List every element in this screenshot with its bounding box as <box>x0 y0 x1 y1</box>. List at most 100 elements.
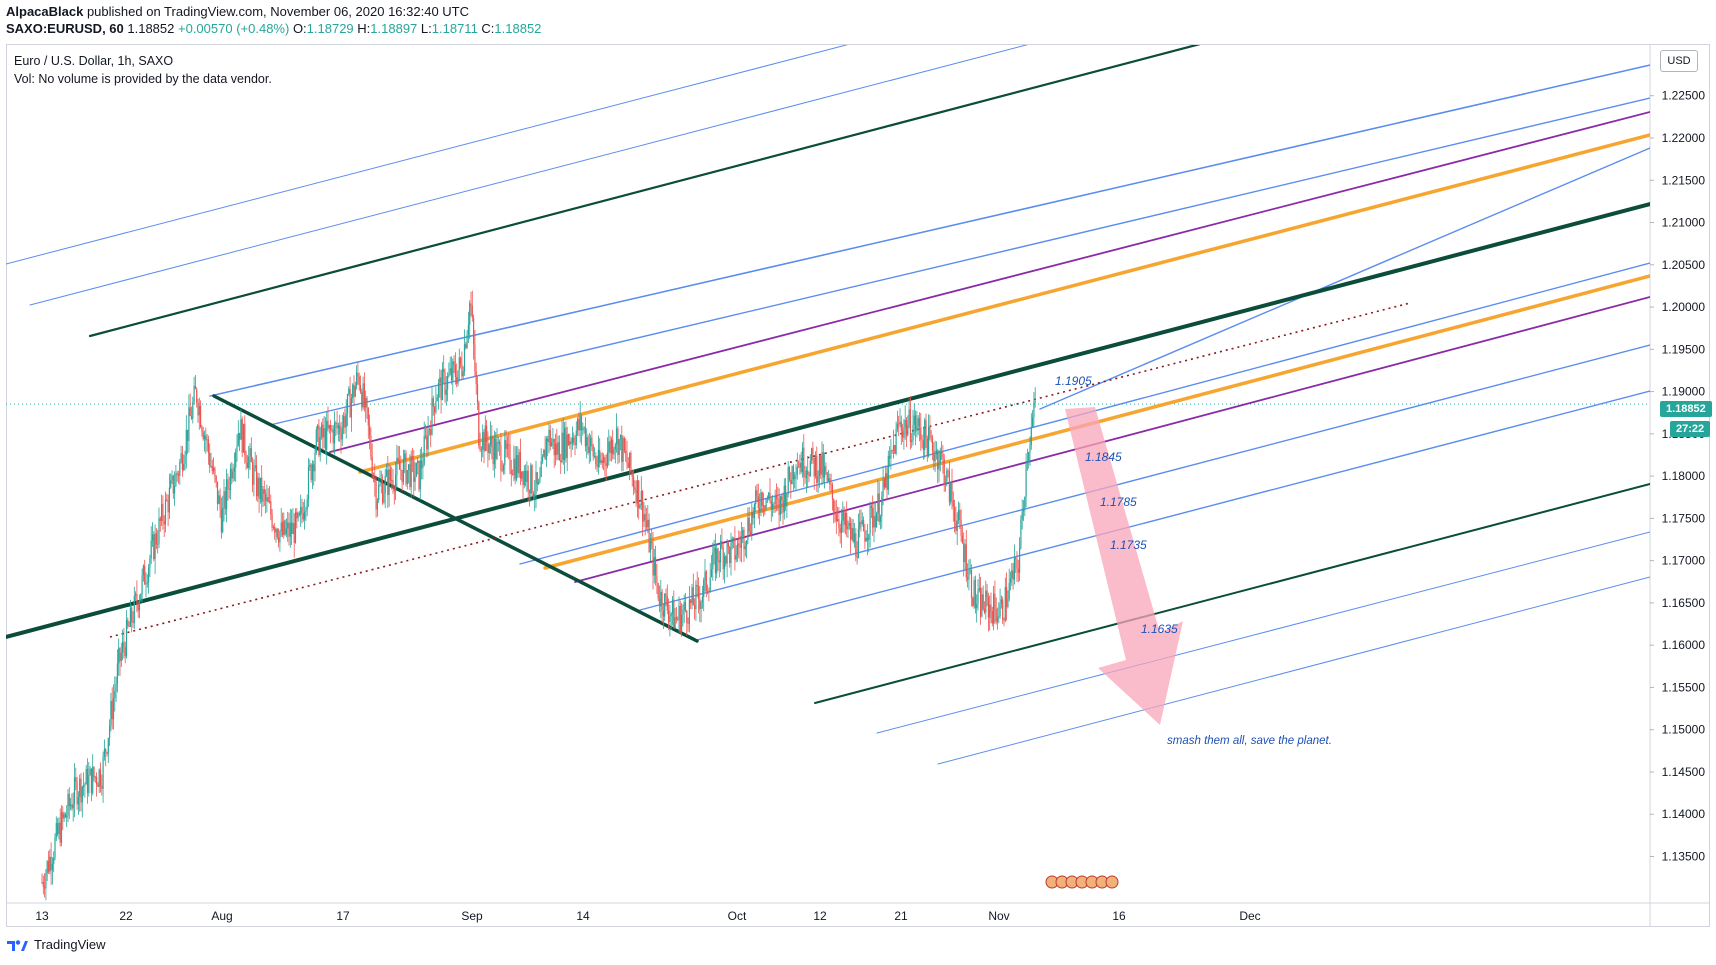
candle-body <box>792 466 794 480</box>
y-tick-label: 1.22000 <box>1662 131 1706 145</box>
candle-body <box>206 439 208 441</box>
candle-body <box>428 429 430 431</box>
candle-body <box>371 456 373 476</box>
candle-body <box>804 476 806 478</box>
y-tick-label: 1.17500 <box>1662 511 1706 525</box>
candle-body <box>71 804 73 809</box>
candle-body <box>565 427 567 458</box>
candle-body <box>393 488 395 492</box>
candle-body <box>717 548 719 561</box>
candle-body <box>605 463 607 467</box>
candle-body <box>694 605 696 610</box>
candle-body <box>131 607 133 623</box>
candle-body <box>859 522 861 529</box>
candle-body <box>54 837 56 858</box>
candle-body <box>591 437 593 446</box>
x-tick-label: 16 <box>1112 909 1126 923</box>
candle-body <box>198 405 200 416</box>
candle-body <box>183 463 185 470</box>
candle-body <box>934 454 936 462</box>
candle-body <box>460 357 462 365</box>
candle-body <box>660 591 662 607</box>
candle-body <box>190 415 193 419</box>
candle-body <box>241 419 243 453</box>
candle-body <box>978 587 980 591</box>
candle-body <box>918 418 921 428</box>
x-tick-label: Dec <box>1239 909 1260 923</box>
footer-brand[interactable]: TradingView <box>34 937 106 952</box>
candle-body <box>830 484 832 486</box>
candle-body <box>539 477 541 482</box>
candle-body <box>140 593 142 601</box>
candle-body <box>947 470 949 472</box>
candle-body <box>426 435 428 450</box>
channel-line <box>209 64 1650 397</box>
candle-body <box>554 443 557 456</box>
candle-body <box>188 407 190 442</box>
candle-body <box>883 479 885 488</box>
candle-body <box>566 434 568 458</box>
candle-body <box>631 471 633 477</box>
candle-body <box>161 503 163 521</box>
candle-body <box>513 458 515 475</box>
candle-body <box>228 488 230 491</box>
candle-body <box>748 517 750 532</box>
candle-body <box>471 305 473 318</box>
y-tick-label: 1.19500 <box>1662 342 1706 356</box>
candle-body <box>770 501 772 510</box>
tradingview-logo-icon[interactable] <box>6 938 28 952</box>
channel-line <box>6 202 1650 639</box>
candle-body <box>582 428 584 431</box>
candle-body <box>358 376 360 385</box>
candle-body <box>423 436 425 465</box>
candle-body <box>800 462 802 473</box>
candle-body <box>960 519 962 536</box>
candle-body <box>853 533 856 542</box>
candle-body <box>175 473 177 487</box>
candle-body <box>794 475 796 480</box>
candle-body <box>88 775 90 794</box>
candle-body <box>306 499 308 510</box>
candle-body <box>1029 445 1031 453</box>
candle-body <box>266 497 268 502</box>
candle-body <box>618 439 620 455</box>
candle-body <box>768 492 770 499</box>
candle-body <box>881 496 883 517</box>
candle-body <box>677 619 679 621</box>
candle-body <box>489 435 492 445</box>
candle-body <box>912 425 914 441</box>
candle-body <box>275 529 277 533</box>
candle-body <box>391 480 393 481</box>
channel-line <box>329 111 1650 453</box>
channel-line <box>1039 147 1650 410</box>
candle-body <box>122 641 124 653</box>
candle-body <box>652 543 654 576</box>
currency-button[interactable]: USD <box>1660 50 1698 72</box>
candle-body <box>434 406 436 413</box>
candle-body <box>764 505 766 508</box>
candle-body <box>151 534 154 541</box>
y-tick-label: 1.21500 <box>1662 173 1706 187</box>
candle-body <box>307 466 310 500</box>
candle-body <box>144 565 146 585</box>
candle-body <box>709 577 711 592</box>
channel-line <box>814 483 1650 704</box>
candle-body <box>785 485 787 507</box>
event-markers <box>1045 875 1119 889</box>
candle-body <box>72 804 74 809</box>
author-name[interactable]: AlpacaBlack <box>6 4 84 19</box>
candle-body <box>366 397 368 409</box>
candle-body <box>496 442 498 459</box>
candle-body <box>44 886 46 889</box>
candle-body <box>876 513 878 528</box>
candle-body <box>1017 568 1019 573</box>
candle-body <box>796 466 798 475</box>
candle-body <box>809 460 811 476</box>
candle-body <box>957 509 960 521</box>
candle-body <box>253 467 255 485</box>
candle-body <box>267 497 269 502</box>
candle-body <box>326 420 328 450</box>
candle-body <box>218 495 220 504</box>
pitchfork-handle <box>212 394 699 643</box>
